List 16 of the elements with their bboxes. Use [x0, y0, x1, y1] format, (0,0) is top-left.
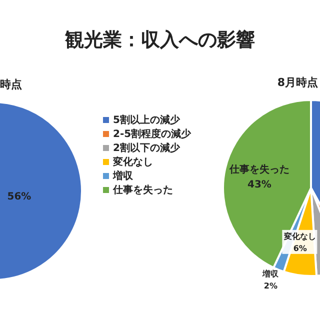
- data-label: 43%: [248, 179, 272, 190]
- legend-label: 増収: [112, 170, 134, 182]
- legend-label: 仕事を失った: [112, 184, 173, 196]
- slice-label: 仕事を失った: [228, 163, 290, 176]
- data-label: 56%: [7, 192, 32, 203]
- legend-label: 5割以上の減少: [113, 114, 181, 126]
- legend-label: 2-5割程度の減少: [113, 128, 192, 140]
- chart-title: 時点: [0, 78, 22, 91]
- legend-label: 変化なし: [112, 156, 153, 168]
- slice-label: 増収: [262, 268, 280, 278]
- chart-title: 8月時点: [277, 76, 318, 89]
- data-label: 2%: [264, 281, 278, 290]
- data-label: 6%: [293, 244, 307, 253]
- slice-label: 変化なし: [283, 230, 316, 241]
- text: 観光業：収入への影響: [64, 29, 255, 51]
- legend-label: 2割以下の減少: [113, 142, 181, 154]
